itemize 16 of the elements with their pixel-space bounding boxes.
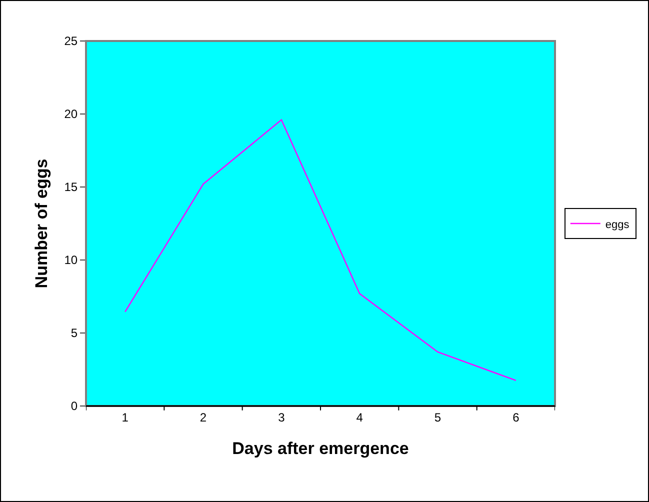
y-tick-label: 20 <box>64 107 78 122</box>
y-tick-label: 0 <box>70 399 78 414</box>
x-axis-title: Days after emergence <box>232 438 409 458</box>
y-tick-label: 5 <box>70 326 78 340</box>
y-tick-label: 25 <box>64 34 78 48</box>
legend-label: eggs <box>605 218 630 231</box>
y-tick-label: 10 <box>64 253 78 268</box>
x-tick-label: 1 <box>122 410 129 424</box>
x-tick-label: 4 <box>356 410 364 424</box>
y-tick-label: 15 <box>64 180 78 194</box>
x-tick-label: 2 <box>200 410 207 424</box>
y-axis-title: Number of eggs <box>32 158 51 288</box>
x-tick-label: 3 <box>278 410 286 424</box>
line-series <box>124 119 517 382</box>
x-tick-label: 6 <box>512 410 520 424</box>
x-tick-label: 5 <box>434 410 442 424</box>
